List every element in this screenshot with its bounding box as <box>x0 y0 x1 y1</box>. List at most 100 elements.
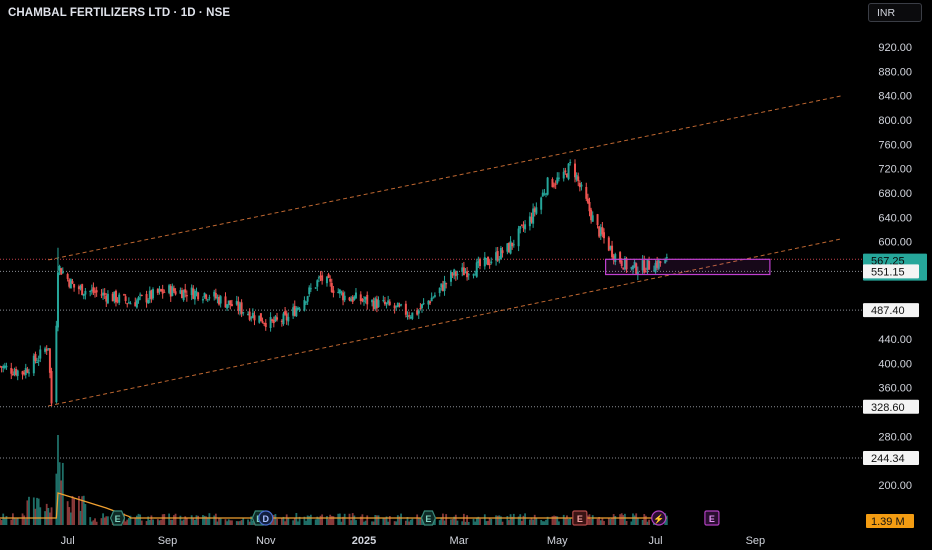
candle <box>309 288 312 290</box>
volume-bar <box>643 514 646 525</box>
y-tick-label: 800.00 <box>878 115 912 127</box>
volume-bar <box>630 521 633 525</box>
volume-bar <box>590 518 593 525</box>
volume-bar <box>384 517 386 525</box>
volume-bar <box>280 518 283 525</box>
x-tick-label: May <box>547 535 568 547</box>
volume-bar <box>409 519 412 525</box>
candle <box>36 361 39 363</box>
candle <box>161 289 164 294</box>
volume-bar <box>26 500 29 525</box>
y-tick-label: 920.00 <box>878 42 912 54</box>
candle <box>103 292 106 296</box>
candle <box>519 226 522 229</box>
volume-bar <box>371 521 373 525</box>
candle <box>179 290 182 294</box>
candle <box>499 247 502 260</box>
candle <box>261 320 264 323</box>
volume-bar <box>126 519 129 525</box>
candle <box>26 369 29 373</box>
candle <box>495 252 498 261</box>
candle <box>106 293 109 304</box>
volume-bar <box>197 515 200 525</box>
candle <box>316 280 319 287</box>
candle <box>224 296 227 308</box>
candle <box>94 291 97 293</box>
volume-bar <box>636 518 639 525</box>
volume-bar <box>419 517 422 525</box>
volume-bar <box>417 517 420 525</box>
candle <box>206 299 209 301</box>
candle <box>282 313 285 325</box>
candle <box>150 290 153 299</box>
volume-bar <box>485 521 488 525</box>
volume-bar <box>195 515 198 525</box>
volume-bar <box>612 514 615 525</box>
candle <box>90 289 93 291</box>
candle <box>69 279 72 289</box>
candle <box>464 271 467 274</box>
candle <box>163 291 166 293</box>
volume-bar <box>23 515 26 525</box>
candles-group <box>0 159 668 407</box>
currency-button[interactable]: INR <box>868 3 922 22</box>
volume-bar <box>495 515 497 525</box>
volume-bar <box>11 513 14 525</box>
volume-bar <box>202 515 204 525</box>
volume-bar <box>488 518 491 525</box>
volume-bar <box>137 513 140 525</box>
candle <box>338 289 341 294</box>
candle <box>541 192 544 197</box>
volume-bar <box>203 515 206 525</box>
candle <box>240 302 243 314</box>
candle <box>71 281 74 284</box>
volume-bar <box>168 513 171 525</box>
volume-bar <box>472 518 475 525</box>
volume-bar <box>343 513 346 525</box>
volume-bar <box>107 516 109 525</box>
volume-bar <box>15 518 18 525</box>
volume-bar <box>340 521 343 525</box>
volume-bar <box>433 519 436 525</box>
volume-bar <box>620 513 623 525</box>
event-marker-label: E <box>425 514 431 524</box>
candle <box>665 257 668 259</box>
candle <box>353 296 356 301</box>
volume-bar <box>272 515 275 525</box>
volume-bar <box>359 516 362 525</box>
volume-bar <box>454 514 457 525</box>
volume-bar <box>145 521 148 525</box>
candle <box>321 275 324 281</box>
volume-bar <box>190 515 193 525</box>
candle <box>330 283 333 293</box>
volume-bar <box>500 516 502 525</box>
candle <box>530 216 533 223</box>
volume-bar <box>393 521 396 525</box>
candle <box>387 300 390 304</box>
volume-bar <box>461 521 464 525</box>
candle <box>416 310 419 315</box>
volume-bar <box>540 519 543 525</box>
candle <box>13 371 16 375</box>
candle <box>351 297 354 302</box>
volume-bar <box>609 518 612 525</box>
volume-bar <box>456 520 459 525</box>
volume-bar <box>479 518 481 525</box>
volume-bar <box>240 520 243 525</box>
candle <box>461 267 464 273</box>
volume-bar <box>411 518 414 525</box>
candle <box>609 246 612 249</box>
consolidation-box <box>605 258 771 276</box>
volume-bar <box>148 519 151 525</box>
candle <box>562 171 565 179</box>
volume-bar <box>160 519 162 525</box>
candle <box>532 208 535 224</box>
y-tick-label: 880.00 <box>878 66 912 78</box>
volume-bar <box>32 497 35 525</box>
candle <box>441 284 444 291</box>
x-tick-label: Jul <box>61 535 75 547</box>
volume-bar <box>622 515 625 525</box>
volume-bar <box>229 520 232 525</box>
candle <box>296 307 299 310</box>
